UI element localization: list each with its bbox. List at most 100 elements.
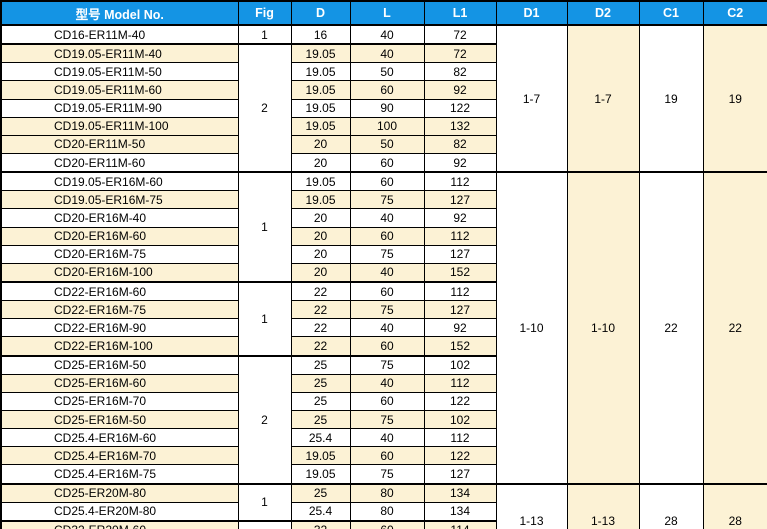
table-row: CD20-ER11M-60 20 60 92 <box>0 152 767 173</box>
l1-cell: 152 <box>423 262 497 283</box>
d-cell: 25 <box>290 409 351 430</box>
model-cell: CD19.05-ER11M-90 <box>0 98 239 118</box>
col-header-d: D <box>290 0 351 26</box>
d-cell: 25 <box>290 354 351 375</box>
table-row: CD19.05-ER11M-90 19.05 90 122 <box>0 98 767 118</box>
table-row: CD32-ER20M-60 2 32 60 114 <box>0 519 767 529</box>
l-cell: 40 <box>349 208 425 228</box>
d1-cell: 1-10 <box>495 171 568 485</box>
model-cell: CD25-ER16M-70 <box>0 391 239 411</box>
l1-cell: 72 <box>423 43 497 64</box>
col-header-l: L <box>349 0 425 26</box>
d-cell: 20 <box>290 262 351 283</box>
l1-cell: 132 <box>423 116 497 136</box>
d-cell: 19.05 <box>290 116 351 136</box>
col-header-fig: Fig <box>237 0 292 26</box>
l1-cell: 127 <box>423 464 497 485</box>
d-cell: 20 <box>290 244 351 264</box>
model-cell: CD25-ER20M-80 <box>0 482 239 503</box>
model-cell: CD20-ER11M-50 <box>0 134 239 154</box>
l-cell: 40 <box>349 428 425 448</box>
model-cell: CD19.05-ER11M-40 <box>0 43 239 64</box>
model-cell: CD22-ER16M-100 <box>0 336 239 357</box>
table-row: CD16-ER11M-40 1 16 40 72 1-7 1-7 19 19 <box>0 24 767 173</box>
d-cell: 19.05 <box>290 62 351 82</box>
l-cell: 75 <box>349 244 425 264</box>
l1-cell: 112 <box>423 280 497 302</box>
model-cell: CD25.4-ER16M-75 <box>0 464 239 485</box>
l1-cell: 102 <box>423 354 497 375</box>
fig-cell: 1 <box>237 24 292 45</box>
table-row: CD20-ER11M-50 20 50 82 <box>0 134 767 154</box>
l1-cell: 122 <box>423 446 497 466</box>
d-cell: 22 <box>290 280 351 302</box>
l1-cell: 114 <box>423 519 497 529</box>
l-cell: 40 <box>349 373 425 393</box>
table-row: CD20-ER16M-75 20 75 127 <box>0 244 767 264</box>
model-cell: CD19.05-ER16M-60 <box>0 171 239 192</box>
table-row: CD25.4-ER20M-80 25.4 80 134 <box>0 501 767 522</box>
d2-cell: 1-13 <box>566 482 640 529</box>
model-cell: CD22-ER16M-75 <box>0 300 239 320</box>
l-cell: 60 <box>349 280 425 302</box>
col-header-l1: L1 <box>423 0 497 26</box>
l-cell: 60 <box>349 391 425 411</box>
l-cell: 60 <box>349 80 425 100</box>
model-cell: CD20-ER11M-60 <box>0 152 239 173</box>
table-row: CD22-ER16M-90 22 40 92 <box>0 318 767 338</box>
model-cell: CD19.05-ER16M-75 <box>0 190 239 210</box>
table-row: CD19.05-ER11M-50 19.05 50 82 <box>0 62 767 82</box>
table-row: CD22-ER16M-60 1 22 60 112 <box>0 280 767 357</box>
d-cell: 25.4 <box>290 501 351 522</box>
table-row: CD25.4-ER16M-75 19.05 75 127 <box>0 464 767 485</box>
l-cell: 50 <box>349 62 425 82</box>
d-cell: 19.05 <box>290 446 351 466</box>
table-row: CD25-ER20M-80 1 25 80 134 1-13 1-13 28 2… <box>0 482 767 529</box>
l1-cell: 134 <box>423 501 497 522</box>
c2-cell: 28 <box>702 482 767 529</box>
l1-cell: 82 <box>423 134 497 154</box>
fig-cell: 1 <box>237 171 292 283</box>
model-cell: CD19.05-ER11M-60 <box>0 80 239 100</box>
model-cell: CD25.4-ER16M-60 <box>0 428 239 448</box>
l-cell: 40 <box>349 24 425 45</box>
l1-cell: 122 <box>423 98 497 118</box>
l-cell: 60 <box>349 152 425 173</box>
d-cell: 20 <box>290 152 351 173</box>
d-cell: 16 <box>290 24 351 45</box>
model-cell: CD20-ER16M-60 <box>0 226 239 246</box>
l-cell: 60 <box>349 336 425 357</box>
l-cell: 75 <box>349 190 425 210</box>
l-cell: 75 <box>349 354 425 375</box>
d-cell: 25.4 <box>290 428 351 448</box>
l-cell: 80 <box>349 501 425 522</box>
model-cell: CD22-ER16M-60 <box>0 280 239 302</box>
l1-cell: 112 <box>423 428 497 448</box>
model-cell: CD22-ER16M-90 <box>0 318 239 338</box>
table-row: CD25.4-ER16M-60 25.4 40 112 <box>0 428 767 448</box>
l-cell: 40 <box>349 262 425 283</box>
l-cell: 60 <box>349 171 425 192</box>
l1-cell: 112 <box>423 171 497 192</box>
d1-cell: 1-13 <box>495 482 568 529</box>
col-header-c1: C1 <box>638 0 704 26</box>
l1-cell: 92 <box>423 152 497 173</box>
l1-cell: 92 <box>423 208 497 228</box>
c1-cell: 19 <box>638 24 704 173</box>
l1-cell: 122 <box>423 391 497 411</box>
table-row: CD20-ER16M-60 20 60 112 <box>0 226 767 246</box>
c1-cell: 22 <box>638 171 704 485</box>
table-row: CD19.05-ER11M-100 19.05 100 132 <box>0 116 767 136</box>
col-header-d2: D2 <box>566 0 640 26</box>
model-cell: CD25-ER16M-50 <box>0 354 239 375</box>
model-cell: CD16-ER11M-40 <box>0 24 239 45</box>
table-row: CD20-ER16M-40 20 40 92 <box>0 208 767 228</box>
l-cell: 75 <box>349 300 425 320</box>
l1-cell: 152 <box>423 336 497 357</box>
l-cell: 60 <box>349 519 425 529</box>
l1-cell: 127 <box>423 300 497 320</box>
l-cell: 75 <box>349 409 425 430</box>
l1-cell: 72 <box>423 24 497 45</box>
table-row: CD25.4-ER16M-70 19.05 60 122 <box>0 446 767 466</box>
